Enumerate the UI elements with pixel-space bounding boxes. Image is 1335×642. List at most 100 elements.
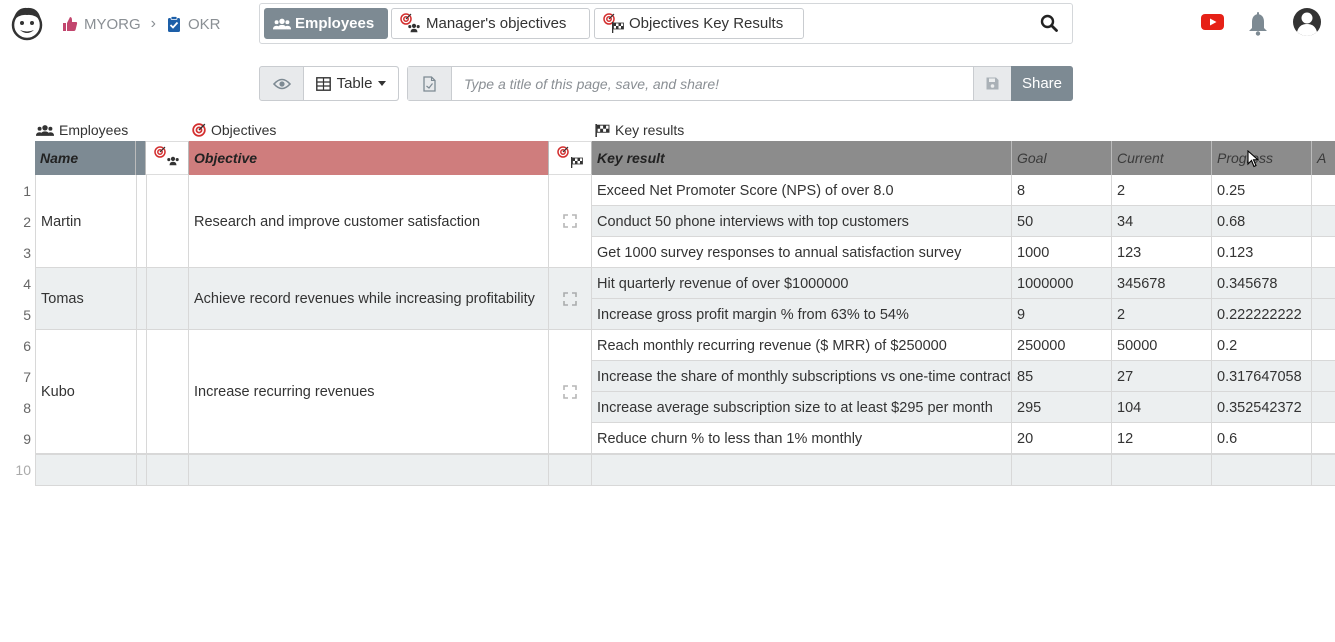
employee-name[interactable]: Tomas — [41, 291, 84, 307]
page-title-bar: Share — [407, 66, 1073, 101]
current-cell[interactable]: 34 — [1117, 213, 1134, 230]
column-header-goal[interactable]: Goal — [1012, 141, 1112, 175]
column-header-name[interactable]: Name — [35, 141, 136, 175]
progress-cell[interactable]: 0.317647058 — [1217, 368, 1302, 385]
key-result-cell[interactable]: Exceed Net Promoter Score (NPS) of over … — [597, 182, 894, 199]
new-row[interactable] — [35, 454, 1335, 486]
progress-cell[interactable]: 0.222222222 — [1217, 306, 1302, 323]
column-header-progress[interactable]: Progress — [1212, 141, 1312, 175]
objective-cell[interactable]: Research and improve customer satisfacti… — [194, 213, 481, 230]
thumbs-up-icon — [63, 17, 78, 31]
user-avatar-icon[interactable] — [1292, 7, 1322, 37]
target-icon — [400, 12, 412, 25]
document-button[interactable] — [408, 67, 452, 100]
target-icon — [192, 123, 206, 137]
progress-cell[interactable]: 0.68 — [1217, 213, 1246, 230]
key-result-cell[interactable]: Increase average subscription size to at… — [597, 399, 993, 416]
current-cell[interactable]: 2 — [1117, 306, 1126, 323]
tab-employees-label: Employees — [295, 15, 375, 32]
key-result-cell[interactable]: Get 1000 survey responses to annual sati… — [597, 244, 962, 261]
key-result-cell[interactable]: Reduce churn % to less than 1% monthly — [597, 430, 863, 447]
progress-cell[interactable]: 0.6 — [1217, 430, 1238, 447]
key-result-cell[interactable]: Increase gross profit margin % from 63% … — [597, 306, 909, 323]
save-button[interactable] — [973, 67, 1011, 100]
breadcrumb-doc[interactable]: OKR — [188, 15, 221, 33]
expand-icon[interactable] — [563, 214, 577, 228]
caret-down-icon — [378, 81, 387, 86]
bell-icon[interactable] — [1247, 12, 1269, 36]
group-employees-label: Employees — [59, 122, 129, 138]
goal-cell[interactable]: 295 — [1017, 399, 1042, 416]
row-number[interactable]: 4 — [23, 276, 31, 292]
key-result-cell[interactable]: Hit quarterly revenue of over $1000000 — [597, 275, 849, 292]
users-icon — [408, 23, 420, 32]
current-cell[interactable]: 345678 — [1117, 275, 1166, 292]
users-icon — [36, 124, 54, 136]
row-number[interactable]: 8 — [23, 400, 31, 416]
key-result-cell[interactable]: Reach monthly recurring revenue ($ MRR) … — [597, 337, 947, 354]
employee-name[interactable]: Martin — [41, 213, 82, 230]
row-number[interactable]: 7 — [23, 369, 31, 385]
key-result-cell[interactable]: Conduct 50 phone interviews with top cus… — [597, 213, 909, 230]
row-number[interactable]: 3 — [23, 245, 31, 261]
employee-row-kubo[interactable] — [35, 330, 592, 454]
column-header-objective[interactable]: Objective — [189, 141, 549, 175]
current-cell[interactable]: 123 — [1117, 244, 1142, 261]
current-cell[interactable]: 50000 — [1117, 337, 1158, 354]
table-row[interactable] — [591, 330, 1335, 361]
page-title-input[interactable] — [452, 67, 973, 100]
tab-objectives-key-results[interactable]: Objectives Key Results — [594, 8, 804, 39]
progress-cell[interactable]: 0.25 — [1217, 182, 1246, 199]
youtube-icon[interactable] — [1201, 14, 1224, 30]
goal-cell[interactable]: 8 — [1017, 182, 1026, 199]
column-header-objective-link[interactable] — [549, 141, 592, 175]
search-icon[interactable] — [1040, 14, 1058, 32]
tab-managers-objectives[interactable]: Manager's objectives — [391, 8, 590, 39]
current-cell[interactable]: 2 — [1117, 182, 1126, 199]
goal-cell[interactable]: 85 — [1017, 368, 1034, 385]
tab-employees[interactable]: Employees — [264, 8, 388, 39]
key-result-cell[interactable]: Increase the share of monthly subscripti… — [597, 368, 1010, 385]
column-header-key-result[interactable]: Key result — [592, 141, 1012, 175]
goal-cell[interactable]: 250000 — [1017, 337, 1066, 354]
employee-row-martin[interactable] — [35, 175, 592, 268]
column-header-current[interactable]: Current — [1112, 141, 1212, 175]
row-number[interactable]: 9 — [23, 431, 31, 447]
goal-cell[interactable]: 20 — [1017, 430, 1034, 447]
objective-cell[interactable]: Increase recurring revenues — [194, 384, 375, 400]
column-header-a[interactable]: A — [1312, 141, 1335, 175]
preview-button[interactable] — [260, 67, 304, 100]
table-row[interactable] — [591, 175, 1335, 206]
current-cell[interactable]: 104 — [1117, 399, 1142, 416]
goal-cell[interactable]: 1000000 — [1017, 275, 1074, 292]
goal-cell[interactable]: 9 — [1017, 306, 1026, 323]
row-number[interactable]: 1 — [23, 183, 31, 199]
row-number[interactable]: 2 — [23, 214, 31, 230]
breadcrumb-org[interactable]: MYORG — [84, 15, 141, 33]
app-logo-icon[interactable] — [8, 4, 46, 42]
row-number[interactable]: 5 — [23, 307, 31, 323]
goal-cell[interactable]: 50 — [1017, 213, 1034, 230]
expand-icon[interactable] — [563, 292, 577, 306]
progress-cell[interactable]: 0.2 — [1217, 337, 1238, 354]
column-header-employee-link[interactable] — [146, 141, 189, 175]
column-header-handle[interactable] — [136, 141, 146, 175]
mouse-cursor-icon — [1247, 150, 1259, 168]
current-cell[interactable]: 12 — [1117, 430, 1134, 447]
objective-cell[interactable]: Achieve record revenues while increasing… — [194, 291, 535, 307]
table-row[interactable] — [591, 423, 1335, 454]
progress-cell[interactable]: 0.345678 — [1217, 275, 1278, 292]
employee-row-tomas[interactable] — [35, 268, 592, 330]
employee-name[interactable]: Kubo — [41, 384, 75, 400]
table-row[interactable] — [591, 237, 1335, 268]
progress-cell[interactable]: 0.352542372 — [1217, 399, 1302, 416]
users-icon — [273, 18, 291, 29]
goal-cell[interactable]: 1000 — [1017, 244, 1050, 261]
expand-icon[interactable] — [563, 385, 577, 399]
row-number[interactable]: 10 — [15, 462, 31, 478]
share-button[interactable]: Share — [1011, 66, 1073, 101]
progress-cell[interactable]: 0.123 — [1217, 244, 1254, 261]
current-cell[interactable]: 27 — [1117, 368, 1134, 385]
view-mode-dropdown[interactable]: Table — [304, 67, 398, 100]
row-number[interactable]: 6 — [23, 338, 31, 354]
